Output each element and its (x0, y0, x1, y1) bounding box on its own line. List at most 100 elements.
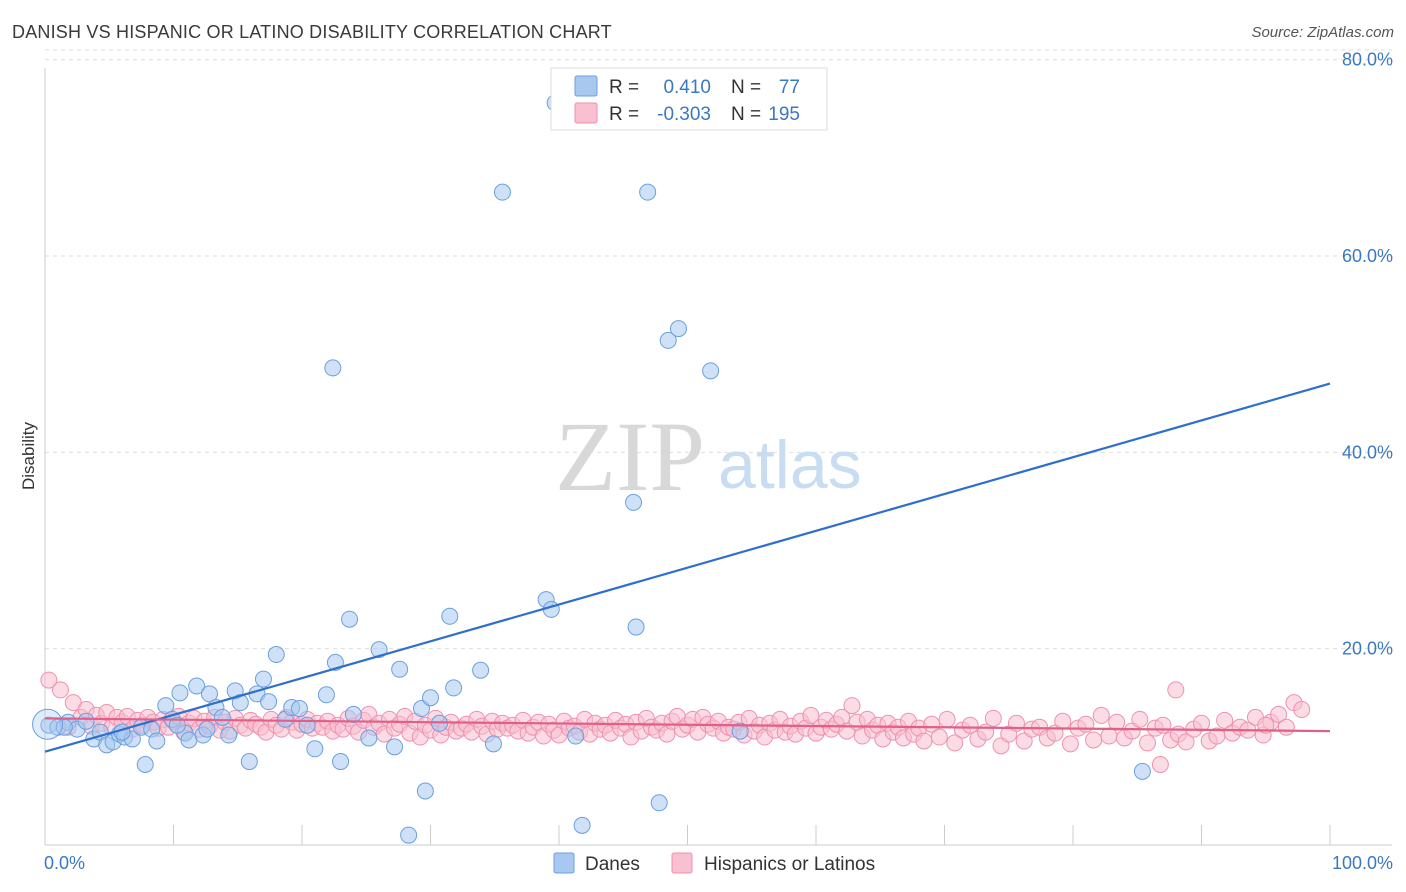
data-point (1277, 718, 1295, 736)
trend-lines (44, 382, 1331, 753)
data-point (240, 753, 258, 771)
data-point (1061, 735, 1079, 753)
y-tick-labels: 20.0% 40.0% 60.0% 80.0% (1342, 50, 1393, 659)
data-point (961, 716, 979, 734)
legend-n-label: N = (731, 104, 761, 125)
data-point (1154, 716, 1172, 734)
data-point (1257, 716, 1275, 734)
data-point (1193, 714, 1210, 732)
source-label: Source: ZipAtlas.com (1251, 24, 1394, 41)
data-point (298, 716, 316, 734)
data-point (802, 706, 820, 724)
legend-swatch-danes (574, 75, 598, 97)
data-point (51, 681, 69, 699)
data-point (188, 677, 206, 695)
data-point (472, 661, 490, 679)
watermark-zip: ZIP (555, 401, 705, 512)
data-point (1085, 731, 1103, 749)
data-point (1270, 705, 1288, 723)
data-point (1015, 732, 1033, 750)
data-point (573, 816, 591, 834)
legend-bottom-label-danes: Danes (585, 854, 640, 875)
data-point (1216, 711, 1234, 729)
data-point (1133, 762, 1151, 780)
data-point (915, 732, 933, 750)
data-point (267, 646, 285, 664)
legend-r-label: R = (609, 77, 639, 98)
data-point (200, 685, 218, 703)
legend-n-value: 77 (779, 77, 800, 98)
data-point (386, 738, 404, 756)
data-point (702, 362, 720, 380)
legend-top: R = 0.410 N = 77 R = -0.303 N = 195 (550, 67, 828, 131)
legend-bottom-swatch-hispanics (671, 852, 693, 874)
data-point (639, 183, 657, 201)
data-point (136, 756, 154, 773)
data-point (992, 737, 1010, 755)
data-point (731, 722, 749, 740)
data-point (168, 716, 186, 734)
data-point (148, 732, 166, 750)
data-point (445, 679, 463, 697)
legend-n-value: 195 (768, 104, 800, 125)
x-tick-label: 0.0% (44, 853, 85, 873)
data-point (324, 359, 342, 377)
data-point (625, 493, 643, 511)
legend-bottom: Danes Hispanics or Latinos (553, 852, 875, 875)
data-point (1151, 756, 1169, 773)
data-point (670, 320, 688, 338)
legend-r-label: R = (609, 104, 639, 125)
data-point (317, 686, 335, 704)
data-point (332, 753, 350, 771)
data-point (1177, 733, 1195, 751)
data-point (260, 693, 278, 711)
trend-line (44, 717, 1331, 733)
grid-lines (45, 49, 1392, 650)
x-tick-labels: 0.0% 100.0% (44, 853, 1393, 873)
data-point (32, 708, 64, 740)
y-tick-label: 20.0% (1342, 639, 1393, 659)
data-point (1131, 710, 1149, 728)
data-point (180, 731, 198, 749)
legend-swatch-hispanics (574, 102, 598, 124)
data-point (493, 183, 511, 201)
data-point (1108, 713, 1126, 731)
data-point (938, 710, 956, 728)
y-tick-label: 40.0% (1342, 442, 1393, 462)
data-point (213, 708, 231, 726)
data-point (360, 729, 378, 747)
legend-bottom-label-hispanics: Hispanics or Latinos (704, 854, 875, 875)
data-point (946, 734, 964, 752)
y-tick-label: 80.0% (1342, 50, 1393, 70)
data-point (370, 641, 388, 659)
series-danes-points (32, 94, 1151, 844)
legend-bottom-swatch-danes (553, 852, 575, 874)
data-point (306, 740, 324, 758)
data-point (77, 712, 95, 730)
data-point (627, 618, 645, 636)
data-point (1092, 706, 1110, 724)
data-point (400, 826, 418, 844)
data-point (416, 782, 434, 800)
trend-line (44, 382, 1331, 753)
data-point (220, 726, 238, 744)
data-point (984, 709, 1002, 727)
data-point (1054, 712, 1072, 730)
axes (44, 68, 1392, 846)
legend-r-value: 0.410 (663, 77, 711, 98)
data-point (40, 671, 58, 689)
data-point (422, 689, 439, 707)
y-axis-label: Disability (19, 421, 38, 490)
data-point (843, 697, 861, 715)
x-tick-label: 100.0% (1332, 853, 1393, 873)
data-point (341, 610, 359, 628)
data-point (1139, 734, 1157, 752)
y-tick-label: 60.0% (1342, 246, 1393, 266)
data-point (567, 727, 585, 745)
data-point (198, 720, 216, 738)
series-hispanics-points (40, 671, 1311, 773)
chart-title: DANISH VS HISPANIC OR LATINO DISABILITY … (12, 22, 612, 42)
data-point (441, 607, 459, 625)
data-point (1167, 681, 1185, 699)
